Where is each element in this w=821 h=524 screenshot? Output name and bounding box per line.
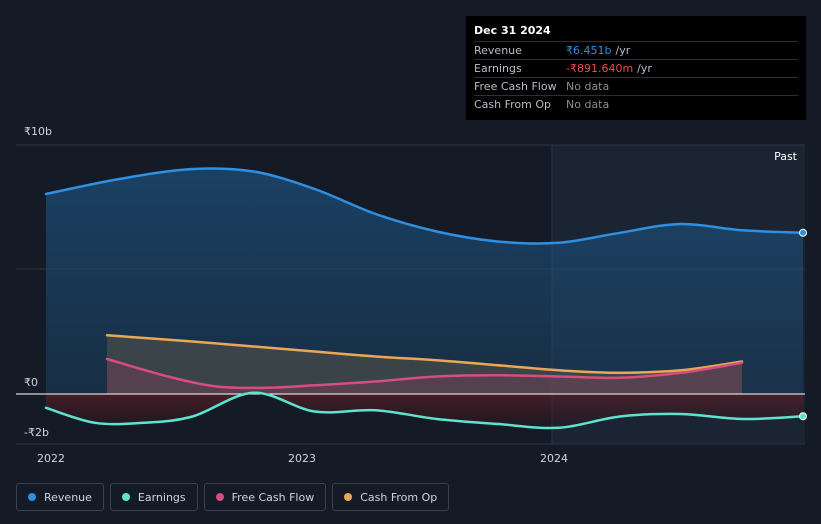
legend-item-cash-from-op[interactable]: Cash From Op bbox=[332, 483, 450, 511]
x-tick-2022: 2022 bbox=[37, 452, 65, 465]
tooltip-unit: /yr bbox=[637, 62, 652, 75]
y-tick-10b: ₹10b bbox=[24, 125, 52, 138]
tooltip-row-cash-from-op: Cash From Op No data bbox=[474, 95, 798, 113]
earnings-line bbox=[44, 391, 805, 430]
tooltip-date: Dec 31 2024 bbox=[474, 24, 551, 37]
tooltip-row-revenue: Revenue ₹6.451b /yr bbox=[474, 41, 798, 59]
earnings-end-point[interactable] bbox=[799, 412, 807, 421]
revenue-line bbox=[44, 167, 805, 245]
x-tick-2024: 2024 bbox=[540, 452, 568, 465]
legend-label: Earnings bbox=[137, 490, 186, 504]
tooltip-value: No data bbox=[566, 80, 610, 93]
tooltip-panel: Dec 31 2024 Revenue ₹6.451b /yr Earnings… bbox=[466, 16, 806, 120]
y-tick-0: ₹0 bbox=[24, 376, 38, 389]
legend-item-earnings[interactable]: Earnings bbox=[109, 483, 198, 511]
tooltip-unit: /yr bbox=[615, 44, 631, 57]
legend-dot-icon bbox=[344, 493, 353, 501]
cash-from-op-line bbox=[105, 334, 744, 375]
tooltip-label: Free Cash Flow bbox=[474, 80, 557, 93]
legend-dot-icon bbox=[121, 493, 130, 501]
tooltip-label: Revenue bbox=[474, 44, 522, 57]
revenue-area bbox=[46, 168, 803, 394]
past-label: Past bbox=[774, 150, 798, 163]
legend-dot-icon bbox=[28, 493, 36, 501]
tooltip-label: Earnings bbox=[474, 62, 522, 75]
legend-dot-icon bbox=[215, 493, 224, 501]
tooltip-label: Cash From Op bbox=[474, 98, 552, 111]
legend-item-free-cash-flow[interactable]: Free Cash Flow bbox=[203, 483, 327, 511]
legend-item-revenue[interactable]: Revenue bbox=[16, 483, 104, 511]
tooltip-value: -₹891.640m bbox=[566, 62, 634, 75]
free-cash-flow-area bbox=[107, 359, 742, 394]
free-cash-flow-line bbox=[105, 357, 744, 390]
x-tick-2023: 2023 bbox=[288, 452, 316, 465]
legend-label: Revenue bbox=[44, 490, 92, 504]
tooltip-row-free-cash-flow: Free Cash Flow No data bbox=[474, 77, 798, 95]
legend-label: Free Cash Flow bbox=[231, 490, 315, 504]
y-tick-neg2b: -₹2b bbox=[24, 426, 49, 439]
tooltip-value: No data bbox=[566, 98, 610, 111]
legend-label: Cash From Op bbox=[360, 490, 438, 504]
cash-from-op-area bbox=[107, 335, 742, 394]
tooltip-row-earnings: Earnings -₹891.640m /yr bbox=[474, 59, 798, 77]
revenue-end-point[interactable] bbox=[799, 228, 807, 237]
legend: Revenue Earnings Free Cash Flow Cash Fro… bbox=[16, 483, 450, 511]
tooltip-value: ₹6.451b bbox=[566, 44, 612, 57]
negative-area bbox=[46, 392, 803, 429]
